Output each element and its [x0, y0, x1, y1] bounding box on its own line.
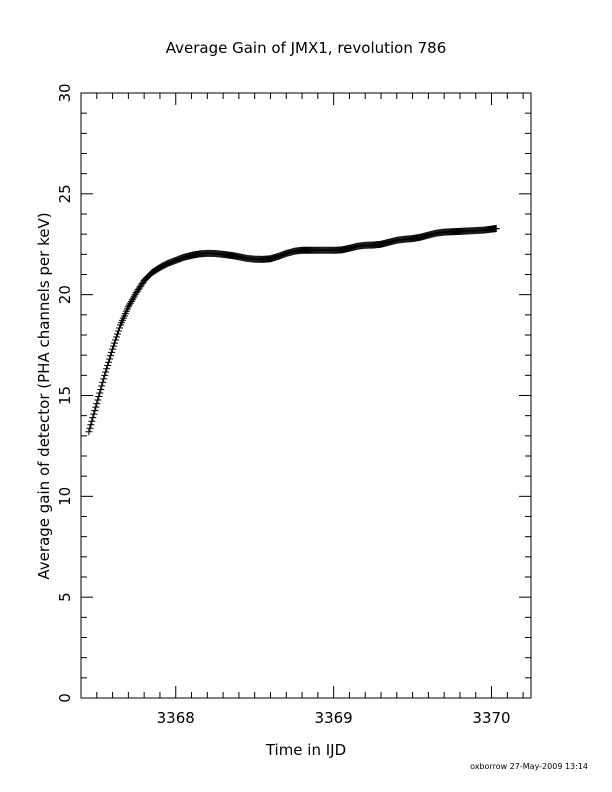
y-tick-label: 5 [56, 592, 74, 602]
data-point [94, 396, 102, 404]
data-point [125, 301, 133, 309]
data-point [86, 424, 94, 432]
data-point [129, 294, 137, 302]
data-point [92, 403, 100, 411]
data-point [127, 297, 135, 305]
data-point [88, 417, 96, 425]
y-tick-label: 0 [56, 693, 74, 703]
y-axis-label: Average gain of detector (PHA channels p… [35, 212, 53, 579]
y-axis: 0 5 10 15 20 25 30 [56, 83, 531, 703]
data-point [103, 365, 111, 373]
data-point [124, 303, 132, 311]
data-point [114, 330, 122, 338]
data-point [106, 355, 114, 363]
data-point [109, 345, 117, 353]
data-point [111, 339, 119, 347]
data-point [105, 358, 113, 366]
data-point [98, 382, 106, 390]
data-point [87, 421, 95, 429]
data-series [85, 225, 500, 436]
x-axis: 3368 3369 3370 [80, 93, 524, 727]
data-point [100, 375, 108, 383]
y-tick-label: 25 [56, 184, 74, 203]
data-point [113, 333, 121, 341]
data-point [104, 362, 112, 370]
data-point [107, 352, 115, 360]
x-tick-label: 3369 [315, 709, 353, 727]
plot-frame [80, 92, 532, 699]
y-tick-label: 10 [56, 487, 74, 506]
data-point [99, 378, 107, 386]
data-point [128, 296, 136, 304]
y-tick-label: 20 [56, 285, 74, 304]
data-point [95, 393, 103, 401]
data-point [112, 336, 120, 344]
data-point [108, 348, 116, 356]
credit-text: oxborrow 27-May-2009 13:14 [470, 762, 588, 771]
data-point [90, 410, 98, 418]
data-point [97, 385, 105, 393]
x-axis-label: Time in IJD [265, 741, 346, 759]
data-point [91, 407, 99, 415]
x-tick-label: 3368 [157, 709, 195, 727]
chart-title: Average Gain of JMX1, revolution 786 [166, 39, 447, 57]
data-point [93, 400, 101, 408]
data-point [130, 292, 138, 300]
data-point [115, 327, 122, 335]
data-point [492, 225, 500, 233]
data-point [110, 342, 118, 350]
data-point [89, 414, 97, 422]
data-point [126, 299, 134, 307]
x-tick-label: 3370 [472, 709, 510, 727]
y-tick-label: 30 [56, 83, 74, 102]
data-point [96, 389, 104, 397]
y-tick-label: 15 [56, 386, 74, 405]
data-point [102, 368, 110, 376]
data-point [85, 428, 93, 436]
plot-border [80, 92, 532, 699]
data-point [101, 371, 109, 379]
data-point [115, 324, 123, 332]
